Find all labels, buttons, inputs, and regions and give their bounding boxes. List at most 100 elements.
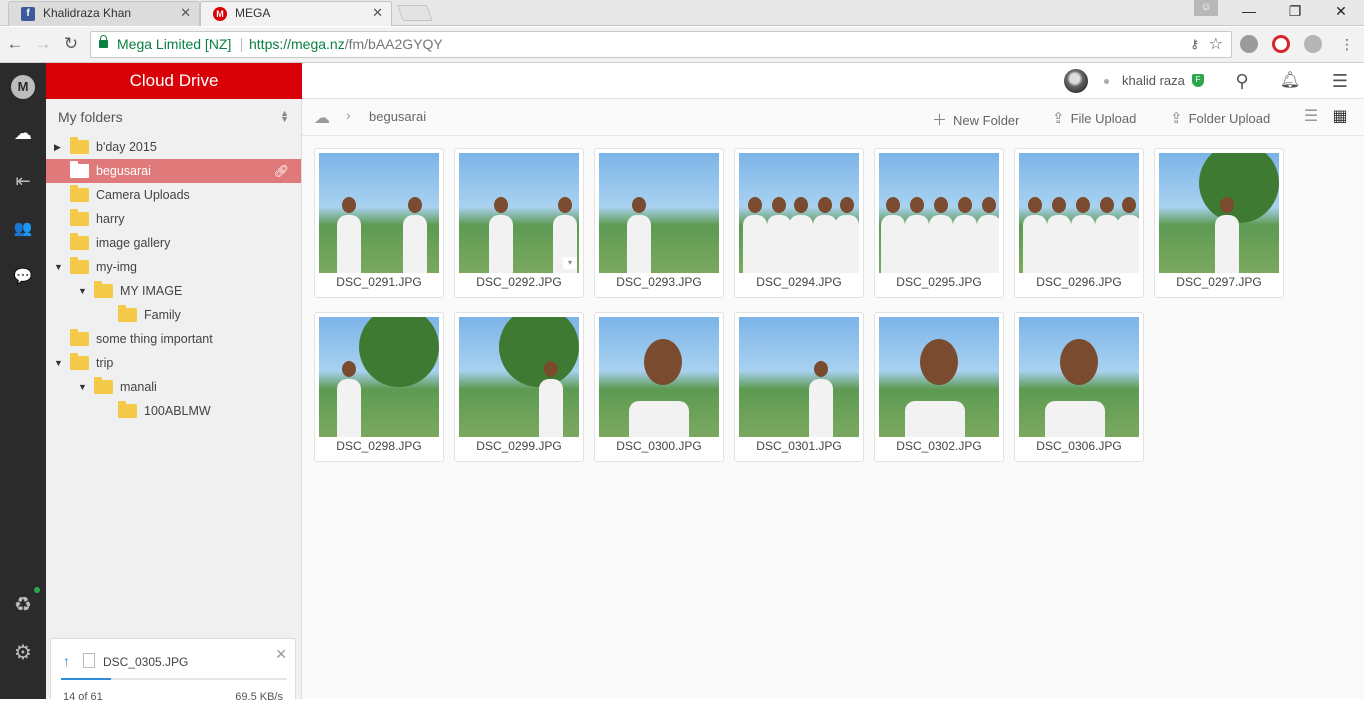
person-shape <box>539 379 563 437</box>
photo-thumbnail[interactable] <box>599 317 719 437</box>
folder-tree-item[interactable]: harry <box>46 207 301 231</box>
forward-button[interactable]: → <box>34 34 52 53</box>
folder-icon <box>70 329 89 346</box>
chevron-down-icon[interactable]: ▾ <box>563 257 577 269</box>
folder-tree-item[interactable]: Camera Uploads <box>46 183 301 207</box>
cloud-drive-header[interactable]: Cloud Drive <box>46 63 302 99</box>
folder-tree-item[interactable]: some thing important <box>46 327 301 351</box>
user-name[interactable]: khalid raza <box>1122 73 1185 88</box>
file-card[interactable]: ▾ DSC_0292.JPG <box>454 148 584 298</box>
person-shape <box>629 401 689 437</box>
file-card[interactable]: DSC_0299.JPG <box>454 312 584 462</box>
photo-thumbnail[interactable] <box>319 317 439 437</box>
mega-logo-icon[interactable]: M <box>11 75 35 99</box>
file-card[interactable]: DSC_0302.JPG <box>874 312 1004 462</box>
folder-upload-button[interactable]: ⇪ Folder Upload <box>1170 109 1270 127</box>
inbox-icon[interactable]: ⇤ <box>15 171 31 191</box>
chevron-down-icon[interactable]: ▼ <box>54 358 63 368</box>
new-folder-button[interactable]: ＋ New Folder <box>932 109 1019 130</box>
head-shape <box>1028 197 1042 213</box>
file-card[interactable]: DSC_0295.JPG <box>874 148 1004 298</box>
key-icon[interactable]: ⚷ <box>1190 37 1199 51</box>
chevron-right-icon[interactable]: ▶ <box>54 142 61 152</box>
avatar[interactable] <box>1064 69 1088 93</box>
photo-thumbnail[interactable] <box>879 153 999 273</box>
breadcrumb[interactable]: begusarai <box>369 109 427 124</box>
globe-icon[interactable] <box>1304 35 1322 53</box>
photo-thumbnail[interactable] <box>459 317 579 437</box>
file-card[interactable]: DSC_0301.JPG <box>734 312 864 462</box>
file-card[interactable]: DSC_0298.JPG <box>314 312 444 462</box>
photo-thumbnail[interactable] <box>1019 317 1139 437</box>
file-upload-label: File Upload <box>1070 111 1137 126</box>
contacts-icon[interactable]: 👥 <box>13 220 33 237</box>
minimize-button[interactable]: — <box>1242 3 1256 19</box>
cloud-icon[interactable]: ☁ <box>314 110 330 127</box>
chevron-down-icon[interactable]: ▼ <box>78 286 87 296</box>
file-card[interactable]: DSC_0291.JPG <box>314 148 444 298</box>
photo-thumbnail[interactable] <box>1159 153 1279 273</box>
address-bar[interactable]: Mega Limited [NZ] https://mega.nz/fm/bAA… <box>90 31 1232 58</box>
search-icon[interactable]: ⚲ <box>1235 71 1249 91</box>
photo-thumbnail[interactable] <box>739 153 859 273</box>
close-tab-icon[interactable]: ✕ <box>372 5 383 20</box>
file-card[interactable]: DSC_0293.JPG <box>594 148 724 298</box>
file-name: DSC_0301.JPG <box>756 439 842 453</box>
browser-profile-icon[interactable]: ☺ <box>1194 0 1218 16</box>
person-shape <box>977 215 999 273</box>
back-button[interactable]: ← <box>6 34 24 53</box>
photo-thumbnail[interactable]: ▾ <box>459 153 579 273</box>
url-text[interactable]: https://mega.nz/fm/bAA2GYQY <box>249 36 443 52</box>
settings-icon[interactable]: ⚙ <box>14 642 32 664</box>
browser-tab-facebook[interactable]: f Khalidraza Khan ✕ <box>8 1 200 26</box>
bookmark-star-icon[interactable]: ☆ <box>1208 36 1223 53</box>
file-card[interactable]: DSC_0300.JPG <box>594 312 724 462</box>
folder-tree-item[interactable]: ▶ b'day 2015 <box>46 135 301 159</box>
file-card[interactable]: DSC_0306.JPG <box>1014 312 1144 462</box>
sort-icon[interactable]: ▲ ▼ <box>280 108 289 124</box>
restore-button[interactable]: ❐ <box>1288 3 1302 19</box>
folder-tree-item[interactable]: begusarai 🔗︎ <box>46 159 301 183</box>
folder-icon <box>94 281 113 298</box>
close-tab-icon[interactable]: ✕ <box>180 5 191 20</box>
close-window-button[interactable]: ✕ <box>1335 3 1347 19</box>
file-card[interactable]: DSC_0296.JPG <box>1014 148 1144 298</box>
folder-tree-item[interactable]: ▼ MY IMAGE <box>46 279 301 303</box>
chevron-down-icon[interactable]: ▼ <box>78 382 87 392</box>
folder-tree-item[interactable]: 100ABLMW <box>46 399 301 423</box>
new-tab-button[interactable] <box>397 5 433 21</box>
file-upload-button[interactable]: ⇪ File Upload <box>1052 109 1136 127</box>
site-identity[interactable]: Mega Limited [NZ] <box>117 36 232 52</box>
extension-icon[interactable] <box>1240 35 1258 53</box>
photo-thumbnail[interactable] <box>599 153 719 273</box>
photo-thumbnail[interactable] <box>879 317 999 437</box>
reload-button[interactable]: ↻ <box>63 34 79 53</box>
presence-dot[interactable] <box>1104 79 1109 84</box>
list-view-icon[interactable]: ☰ <box>1303 108 1319 125</box>
file-card[interactable]: DSC_0294.JPG <box>734 148 864 298</box>
file-name: DSC_0292.JPG <box>476 275 562 289</box>
photo-thumbnail[interactable] <box>1019 153 1139 273</box>
folder-tree-item[interactable]: Family <box>46 303 301 327</box>
browser-menu-icon[interactable]: ⋮ <box>1340 36 1354 52</box>
photo-thumbnail[interactable] <box>739 317 859 437</box>
notifications-bell-icon[interactable]: 🔔︎ <box>1279 72 1301 89</box>
rubbish-bin-icon[interactable]: ♻ <box>14 594 32 616</box>
chevron-down-icon[interactable]: ▼ <box>54 262 63 272</box>
mega-icon-bar: M ☁ ⇤ 👥 💬 ♻ ⚙ <box>0 63 46 699</box>
folder-tree-item[interactable]: image gallery <box>46 231 301 255</box>
transfer-progress-fill <box>61 678 111 680</box>
close-transfer-icon[interactable]: ✕ <box>275 646 287 662</box>
grid-view-icon[interactable]: ▦ <box>1332 108 1348 125</box>
chat-icon[interactable]: 💬 <box>13 268 33 285</box>
photo-thumbnail[interactable] <box>319 153 439 273</box>
folder-tree-item[interactable]: ▼ manali <box>46 375 301 399</box>
link-icon[interactable]: 🔗︎ <box>273 164 289 178</box>
file-card[interactable]: DSC_0297.JPG <box>1154 148 1284 298</box>
folder-tree-item[interactable]: ▼ trip <box>46 351 301 375</box>
cloud-drive-icon[interactable]: ☁ <box>14 123 32 143</box>
browser-tab-mega[interactable]: M MEGA ✕ <box>200 1 392 26</box>
opera-icon[interactable] <box>1272 35 1290 53</box>
folder-tree-item[interactable]: ▼ my-img <box>46 255 301 279</box>
hamburger-menu-icon[interactable]: ☰ <box>1331 71 1349 91</box>
